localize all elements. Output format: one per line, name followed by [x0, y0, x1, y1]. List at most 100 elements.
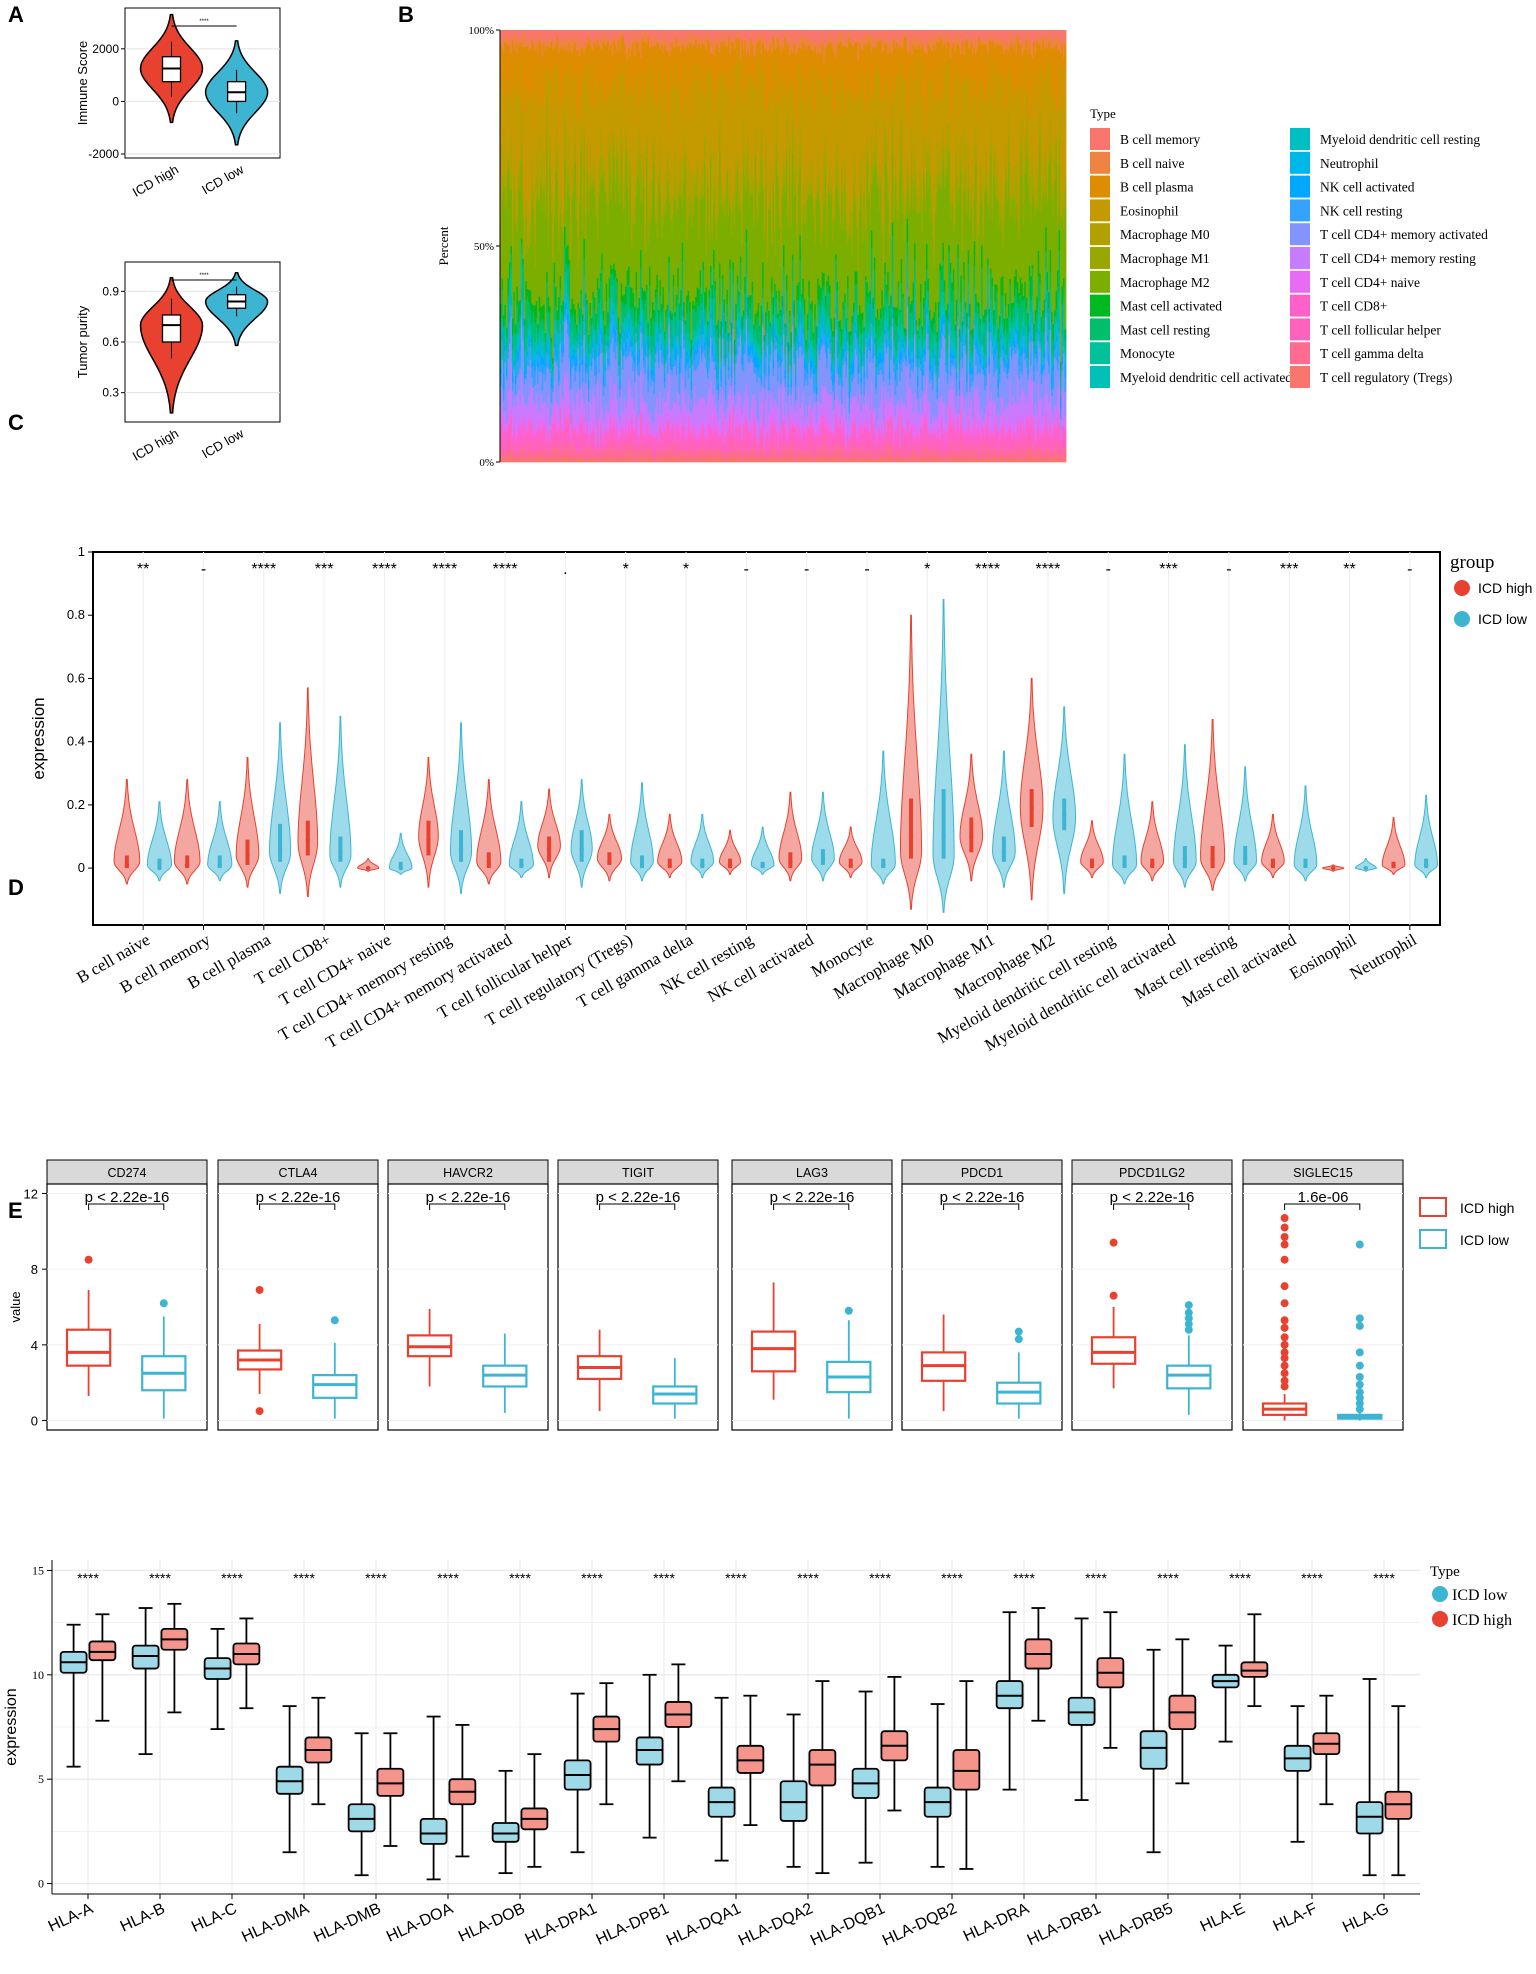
bar-segment [717, 425, 720, 435]
bar-segment [656, 397, 659, 432]
stacked-bar [513, 30, 516, 463]
bar-segment [748, 73, 751, 171]
bar-segment [702, 195, 705, 262]
bar-segment [628, 30, 630, 40]
bar-segment [596, 330, 599, 336]
bar-segment [543, 374, 546, 402]
bar-segment [645, 86, 648, 134]
bar-segment [519, 343, 522, 351]
bar-segment [715, 360, 718, 367]
bar-segment [587, 380, 590, 390]
bar-segment [534, 370, 537, 386]
bar-segment [741, 439, 744, 454]
stacked-bar [540, 30, 543, 463]
bar-segment [634, 430, 636, 446]
bar-segment [629, 54, 632, 88]
bar-segment [540, 430, 543, 444]
bar-segment [738, 192, 741, 212]
bar-segment [689, 192, 692, 215]
bar-segment [687, 162, 690, 196]
bar-segment [595, 313, 598, 330]
bar-segment [589, 433, 592, 442]
bar-segment [540, 350, 543, 356]
bar-segment [730, 385, 733, 397]
bar-segment [604, 325, 607, 336]
bar-segment [698, 305, 700, 328]
bar-segment [561, 38, 563, 50]
bar-segment [602, 460, 605, 463]
bar-segment [567, 323, 569, 335]
bar-segment [526, 288, 529, 297]
bar-segment [674, 458, 677, 463]
bar-segment [729, 324, 732, 342]
bar-segment [577, 236, 580, 260]
bar-segment [505, 185, 508, 205]
stacked-bar [549, 30, 552, 463]
bar-segment [648, 43, 651, 49]
bar-segment [553, 347, 556, 361]
bar-segment [522, 310, 525, 313]
bar-segment [514, 431, 517, 442]
bar-segment [663, 387, 666, 403]
bar-segment [666, 110, 669, 150]
bar-segment [511, 406, 514, 435]
bar-segment [538, 30, 541, 35]
bar-segment [559, 429, 562, 442]
bar-segment [596, 30, 599, 36]
bar-segment [750, 456, 753, 463]
bar-segment [520, 36, 523, 43]
bar-segment [504, 340, 507, 346]
bar-segment [730, 360, 733, 368]
bar-segment [614, 341, 617, 360]
bar-segment [724, 216, 727, 321]
bar-segment [546, 324, 549, 331]
bar-segment [669, 310, 672, 321]
bar-segment [501, 325, 504, 329]
bar-segment [555, 400, 557, 419]
bar-segment [723, 345, 726, 350]
bar-segment [648, 177, 651, 209]
bar-segment [602, 160, 605, 170]
stacked-bar [537, 30, 540, 463]
bar-segment [671, 408, 674, 424]
bar-segment [562, 300, 565, 315]
bar-segment [504, 30, 507, 37]
bar-segment [692, 426, 695, 437]
bar-segment [653, 309, 656, 322]
stacked-bar [577, 30, 580, 463]
bar-segment [501, 323, 504, 326]
bar-segment [546, 339, 549, 352]
bar-segment [669, 346, 672, 351]
bar-segment [678, 42, 681, 46]
bar-segment [642, 103, 645, 151]
bar-segment [663, 30, 666, 38]
bar-segment [677, 418, 680, 427]
bar-segment [687, 290, 690, 302]
bar-segment [607, 458, 610, 463]
bar-segment [608, 145, 611, 153]
bar-segment [732, 455, 735, 463]
bar-segment [572, 456, 575, 463]
bar-segment [586, 141, 589, 166]
bar-segment [559, 402, 562, 409]
bar-segment [650, 369, 653, 379]
bar-segment [748, 454, 751, 458]
bar-segment [680, 454, 683, 463]
bar-segment [726, 458, 729, 463]
panel-label: E [8, 1198, 23, 1223]
bar-segment [523, 254, 526, 268]
bar-segment [608, 417, 611, 428]
bar-segment [696, 342, 699, 353]
bar-segment [538, 420, 541, 429]
bar-segment [511, 443, 514, 452]
bar-segment [500, 361, 502, 365]
bar-segment [583, 30, 586, 48]
bar-segment [669, 196, 672, 219]
bar-segment [645, 43, 648, 87]
bar-segment [608, 410, 611, 419]
bar-segment [632, 428, 635, 444]
bar-segment [745, 229, 748, 242]
bar-segment [727, 351, 730, 358]
bar-segment [669, 458, 672, 463]
bar-segment [739, 320, 742, 329]
